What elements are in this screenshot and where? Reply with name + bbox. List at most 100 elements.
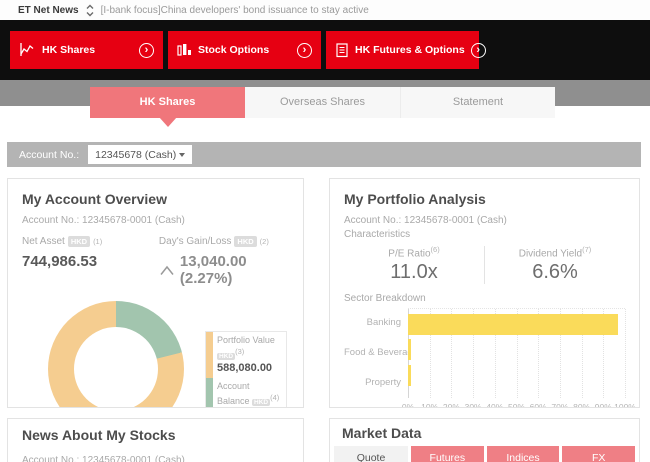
x-tick-label: 90% xyxy=(594,402,612,408)
footnote: (2) xyxy=(259,237,269,246)
tab-hk-shares[interactable]: HK Shares xyxy=(90,87,245,127)
x-tick-label: 40% xyxy=(486,402,504,408)
account-number-line: Account No.: 12345678-0001 (Cash) xyxy=(22,455,185,462)
days-gain-label: Day's Gain/Loss xyxy=(158,236,232,247)
vertical-divider xyxy=(484,245,485,284)
currency-badge: HKD xyxy=(217,352,236,360)
tab-overseas-shares[interactable]: Overseas Shares xyxy=(245,87,400,118)
x-tick-label: 10% xyxy=(421,402,439,408)
gridline xyxy=(516,309,518,399)
sector-plot xyxy=(408,308,626,399)
quick-link-label: Stock Options xyxy=(198,44,270,56)
footnote: (4) xyxy=(270,393,280,403)
gridline xyxy=(559,309,561,399)
account-overview-panel: My Account Overview Account No.: 1234567… xyxy=(7,178,304,408)
footnote: (1) xyxy=(93,237,103,246)
bar-banking xyxy=(408,313,619,335)
pe-ratio-cell: P/E Ratio(6) 11.0x xyxy=(344,245,484,284)
gridline xyxy=(451,309,453,399)
hk-futures-options-button[interactable]: HK Futures & Options › xyxy=(326,31,486,69)
up-down-arrows-icon[interactable] xyxy=(86,4,94,17)
account-donut-chart xyxy=(48,301,184,407)
panel-title: News About My Stocks xyxy=(22,427,176,443)
characteristics-label: Characteristics xyxy=(344,229,411,240)
category-label: Property xyxy=(365,377,401,389)
sector-breakdown-chart: Banking Food & Beverages Property xyxy=(344,308,626,399)
ticker-brand: ET Net News xyxy=(18,4,79,16)
currency-badge: HKD xyxy=(252,399,271,407)
x-tick-label: 70% xyxy=(551,402,569,408)
x-tick-label: 30% xyxy=(464,402,482,408)
main-tabs: HK Shares Overseas Shares Statement xyxy=(90,87,555,127)
market-tab-fx[interactable]: FX xyxy=(562,446,636,462)
dividend-yield-cell: Dividend Yield(7) 6.6% xyxy=(485,245,625,284)
donut-hole xyxy=(74,327,158,407)
tab-band: HK Shares Overseas Shares Statement xyxy=(0,80,650,127)
news-panel: News About My Stocks Account No.: 123456… xyxy=(7,418,304,462)
caret-down-icon xyxy=(179,152,186,157)
dividend-yield-value: 6.6% xyxy=(532,261,578,284)
footnote: (6) xyxy=(430,245,440,254)
chevron-circle-icon: › xyxy=(470,42,486,58)
net-asset-value: 744,986.53 xyxy=(22,253,98,270)
account-bar: Account No.: 12345678 (Cash) xyxy=(7,142,641,167)
account-no-label: Account No.: xyxy=(19,148,80,161)
quick-link-label: HK Futures & Options xyxy=(355,44,465,56)
category-label: Food & Beverages xyxy=(344,347,408,359)
line-chart-icon xyxy=(19,42,36,58)
gridline xyxy=(429,309,431,399)
bar-chart-icon xyxy=(177,42,192,58)
x-tick-label: 0% xyxy=(401,402,415,408)
days-gain-value: 13,040.00 (2.27%) xyxy=(179,253,247,287)
sector-x-axis: 0% 10% 20% 30% 40% 50% 60% 70% 80% 90% 100% xyxy=(402,398,636,408)
x-tick-label: 60% xyxy=(529,402,547,408)
legend-color-balance xyxy=(206,378,213,407)
gridline xyxy=(625,309,626,399)
chevron-circle-icon: › xyxy=(297,42,312,58)
account-number-line: Account No.: 12345678-0001 (Cash) xyxy=(344,215,507,226)
gridline xyxy=(538,309,540,399)
pe-ratio-label: P/E Ratio xyxy=(388,248,431,260)
donut-legend: Portfolio Value HKD(3) 588,080.00 Accoun… xyxy=(205,331,287,407)
bar-property xyxy=(408,364,412,386)
panel-title: My Account Overview xyxy=(22,191,167,207)
market-tab-quote[interactable]: Quote xyxy=(334,446,408,462)
market-tab-indices[interactable]: Indices xyxy=(486,446,560,462)
portfolio-analysis-panel: My Portfolio Analysis Account No.: 12345… xyxy=(329,178,640,408)
bar-food-beverages xyxy=(408,339,412,361)
currency-badge: HKD xyxy=(234,236,257,247)
x-tick-label: 80% xyxy=(573,402,591,408)
hk-shares-button[interactable]: HK Shares › xyxy=(10,31,163,69)
account-select[interactable]: 12345678 (Cash) xyxy=(88,145,193,164)
x-tick-label: 20% xyxy=(442,402,460,408)
sector-breakdown-label: Sector Breakdown xyxy=(344,293,426,305)
gridline xyxy=(494,309,496,399)
chevron-circle-icon: › xyxy=(139,42,154,58)
legend-color-portfolio xyxy=(206,332,213,379)
panel-title: My Portfolio Analysis xyxy=(344,191,486,207)
legend-row-portfolio-value: Portfolio Value HKD(3) 588,080.00 xyxy=(206,332,286,379)
legend-row-account-balance: Account Balance HKD(4) 156,906.53 xyxy=(206,378,286,407)
quick-link-label: HK Shares xyxy=(42,44,96,56)
currency-badge: HKD xyxy=(67,236,91,247)
footnote: (7) xyxy=(582,245,592,254)
quick-links-band: HK Shares › Stock Options › HK Futures &… xyxy=(0,20,650,80)
gridline xyxy=(603,309,605,399)
market-tab-futures[interactable]: Futures xyxy=(411,446,484,462)
pe-ratio-value: 11.0x xyxy=(390,261,438,284)
x-tick-label: 50% xyxy=(507,402,526,408)
tab-statement[interactable]: Statement xyxy=(400,87,555,118)
x-tick-label: 100% xyxy=(614,402,636,408)
up-chevron-icon xyxy=(159,265,175,276)
market-data-tabs: Quote Futures Indices FX xyxy=(334,446,636,462)
account-number-line: Account No.: 12345678-0001 (Cash) xyxy=(22,215,185,226)
legend-label: Portfolio Value xyxy=(217,335,275,345)
legend-value: 588,080.00 xyxy=(217,362,273,375)
legend-label: Account Balance xyxy=(217,381,250,407)
gridline xyxy=(473,309,475,399)
news-ticker-bar: ET Net News [I-bank focus]China develope… xyxy=(0,0,650,20)
ticker-headline[interactable]: [I-bank focus]China developers' bond iss… xyxy=(100,4,369,16)
stock-options-button[interactable]: Stock Options › xyxy=(168,31,321,69)
document-icon xyxy=(335,42,349,58)
account-select-value: 12345678 (Cash) xyxy=(95,148,177,161)
